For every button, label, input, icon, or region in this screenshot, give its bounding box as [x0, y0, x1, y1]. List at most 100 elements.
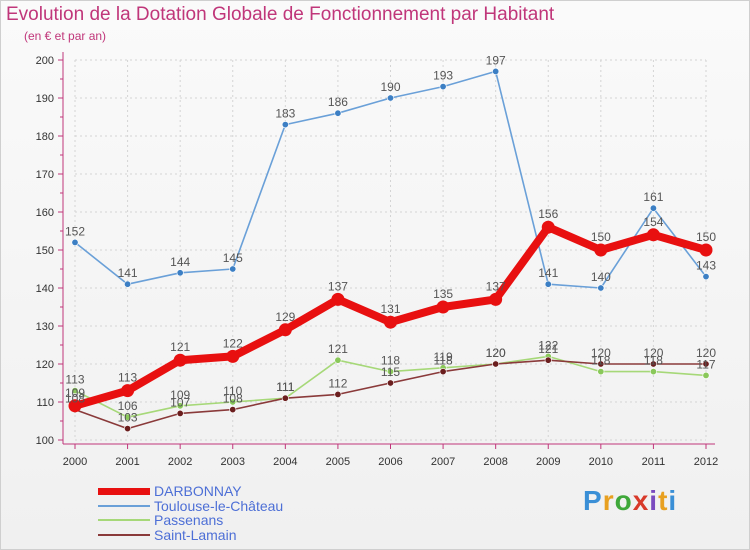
y-tick-label: 200	[36, 55, 54, 67]
x-tick-label: 2012	[694, 456, 718, 468]
data-point-toulouse-le-ch-teau	[544, 280, 552, 288]
data-point-darbonnay	[489, 292, 503, 306]
axes: 100 110 120 130 140 150 160 170 180 190 200 2000 200…	[36, 52, 718, 468]
data-label-darbonnay: 109	[65, 386, 85, 400]
data-point-passenans	[124, 413, 132, 421]
data-point-darbonnay	[68, 399, 82, 413]
data-point-saint-lamain	[281, 394, 289, 402]
data-point-toulouse-le-ch-teau	[176, 269, 184, 277]
legend-swatch	[98, 504, 150, 507]
data-point-toulouse-le-ch-teau	[71, 238, 79, 246]
data-point-darbonnay	[278, 323, 292, 337]
data-label-darbonnay: 121	[170, 340, 190, 354]
data-label-toulouse-le-ch-teau: 143	[696, 259, 716, 273]
legend-label: Saint-Lamain	[154, 526, 237, 543]
y-tick-label: 130	[36, 321, 54, 333]
data-point-darbonnay	[331, 292, 345, 306]
chart-subtitle: (en € et par an)	[24, 29, 107, 43]
x-tick-label: 2006	[378, 456, 402, 468]
data-point-toulouse-le-ch-teau	[229, 265, 237, 273]
data-label-saint-lamain: 108	[223, 392, 243, 406]
data-label-passenans: 118	[644, 354, 663, 368]
data-label-darbonnay: 150	[696, 230, 716, 244]
legend-label: DARBONNAY	[154, 483, 242, 499]
logo-letter: x	[632, 485, 650, 516]
legend-label: Toulouse-le-Château	[154, 497, 284, 514]
data-label-passenans: 118	[591, 354, 610, 368]
data-label-darbonnay: 131	[380, 302, 400, 316]
data-point-darbonnay	[594, 243, 608, 257]
data-point-toulouse-le-ch-teau	[124, 280, 132, 288]
data-point-saint-lamain	[544, 356, 552, 364]
series-group	[68, 67, 713, 433]
data-point-toulouse-le-ch-teau	[597, 284, 605, 292]
data-label-passenans: 118	[381, 354, 400, 368]
x-tick-label: 2003	[221, 456, 245, 468]
data-label-toulouse-le-ch-teau: 141	[538, 266, 558, 280]
data-point-toulouse-le-ch-teau	[386, 94, 394, 102]
data-labels: 152 141 144 145 183 186 190 193 197 141 140 161 143 1…	[65, 53, 716, 424]
x-tick-label: 2011	[642, 456, 666, 468]
data-label-toulouse-le-ch-teau: 183	[275, 107, 295, 121]
data-label-darbonnay: 129	[275, 310, 295, 324]
legend-item-darbonnay: DARBONNAY	[98, 483, 358, 499]
data-point-passenans	[334, 356, 342, 364]
x-tick-label: 2005	[326, 456, 350, 468]
data-point-passenans	[71, 387, 79, 395]
y-tick-label: 190	[36, 93, 54, 105]
data-label-passenans: 111	[276, 380, 295, 394]
data-label-saint-lamain: 103	[118, 411, 138, 425]
data-label-darbonnay: 135	[433, 287, 453, 301]
data-label-passenans: 117	[696, 357, 715, 371]
y-tick-label: 150	[36, 245, 54, 257]
legend-label: Passenans	[154, 512, 224, 528]
data-point-saint-lamain	[702, 360, 710, 368]
logo-letter: i	[649, 485, 659, 516]
x-tick-label: 2001	[115, 456, 139, 468]
data-label-toulouse-le-ch-teau: 140	[591, 270, 611, 284]
data-label-saint-lamain: 112	[328, 376, 347, 390]
legend: DARBONNAY Toulouse-le-Château Passenans …	[98, 483, 358, 543]
x-tick-label: 2004	[273, 456, 297, 468]
data-point-passenans	[386, 368, 394, 376]
data-point-darbonnay	[699, 243, 713, 257]
data-point-passenans	[229, 398, 237, 406]
data-point-passenans	[649, 368, 657, 376]
data-point-darbonnay	[226, 349, 240, 363]
data-label-toulouse-le-ch-teau: 197	[486, 53, 506, 67]
legend-item-passenans: Passenans	[98, 512, 358, 528]
logo-letter: i	[668, 485, 678, 516]
x-tick-label: 2008	[483, 456, 507, 468]
data-point-toulouse-le-ch-teau	[649, 204, 657, 212]
x-tick-label: 2010	[589, 456, 613, 468]
data-label-darbonnay: 137	[486, 279, 506, 293]
data-point-passenans	[702, 371, 710, 379]
data-point-saint-lamain	[386, 379, 394, 387]
data-label-darbonnay: 122	[223, 336, 243, 350]
x-tick-label: 2002	[168, 456, 192, 468]
logo-letter: o	[614, 485, 633, 516]
y-tick-label: 170	[36, 169, 54, 181]
x-tick-label: 2009	[536, 456, 560, 468]
data-point-saint-lamain	[649, 360, 657, 368]
data-label-darbonnay: 154	[643, 215, 663, 229]
data-label-saint-lamain: 120	[486, 346, 506, 360]
data-label-passenans: 106	[118, 399, 138, 413]
data-label-toulouse-le-ch-teau: 141	[118, 266, 138, 280]
data-label-toulouse-le-ch-teau: 161	[643, 190, 663, 204]
data-label-darbonnay: 156	[538, 207, 558, 221]
data-label-passenans: 120	[486, 346, 506, 360]
data-point-saint-lamain	[492, 360, 500, 368]
data-point-toulouse-le-ch-teau	[334, 109, 342, 117]
data-label-saint-lamain: 107	[170, 395, 190, 409]
data-label-toulouse-le-ch-teau: 193	[433, 69, 453, 83]
data-point-toulouse-le-ch-teau	[702, 273, 710, 281]
data-point-darbonnay	[541, 220, 555, 234]
data-point-darbonnay	[436, 300, 450, 314]
legend-item-toulouse-le-chateau: Toulouse-le-Château	[98, 497, 358, 514]
data-label-saint-lamain: 115	[381, 365, 400, 379]
data-point-saint-lamain	[334, 390, 342, 398]
legend-swatch	[98, 519, 150, 521]
logo-letter: r	[602, 485, 615, 516]
